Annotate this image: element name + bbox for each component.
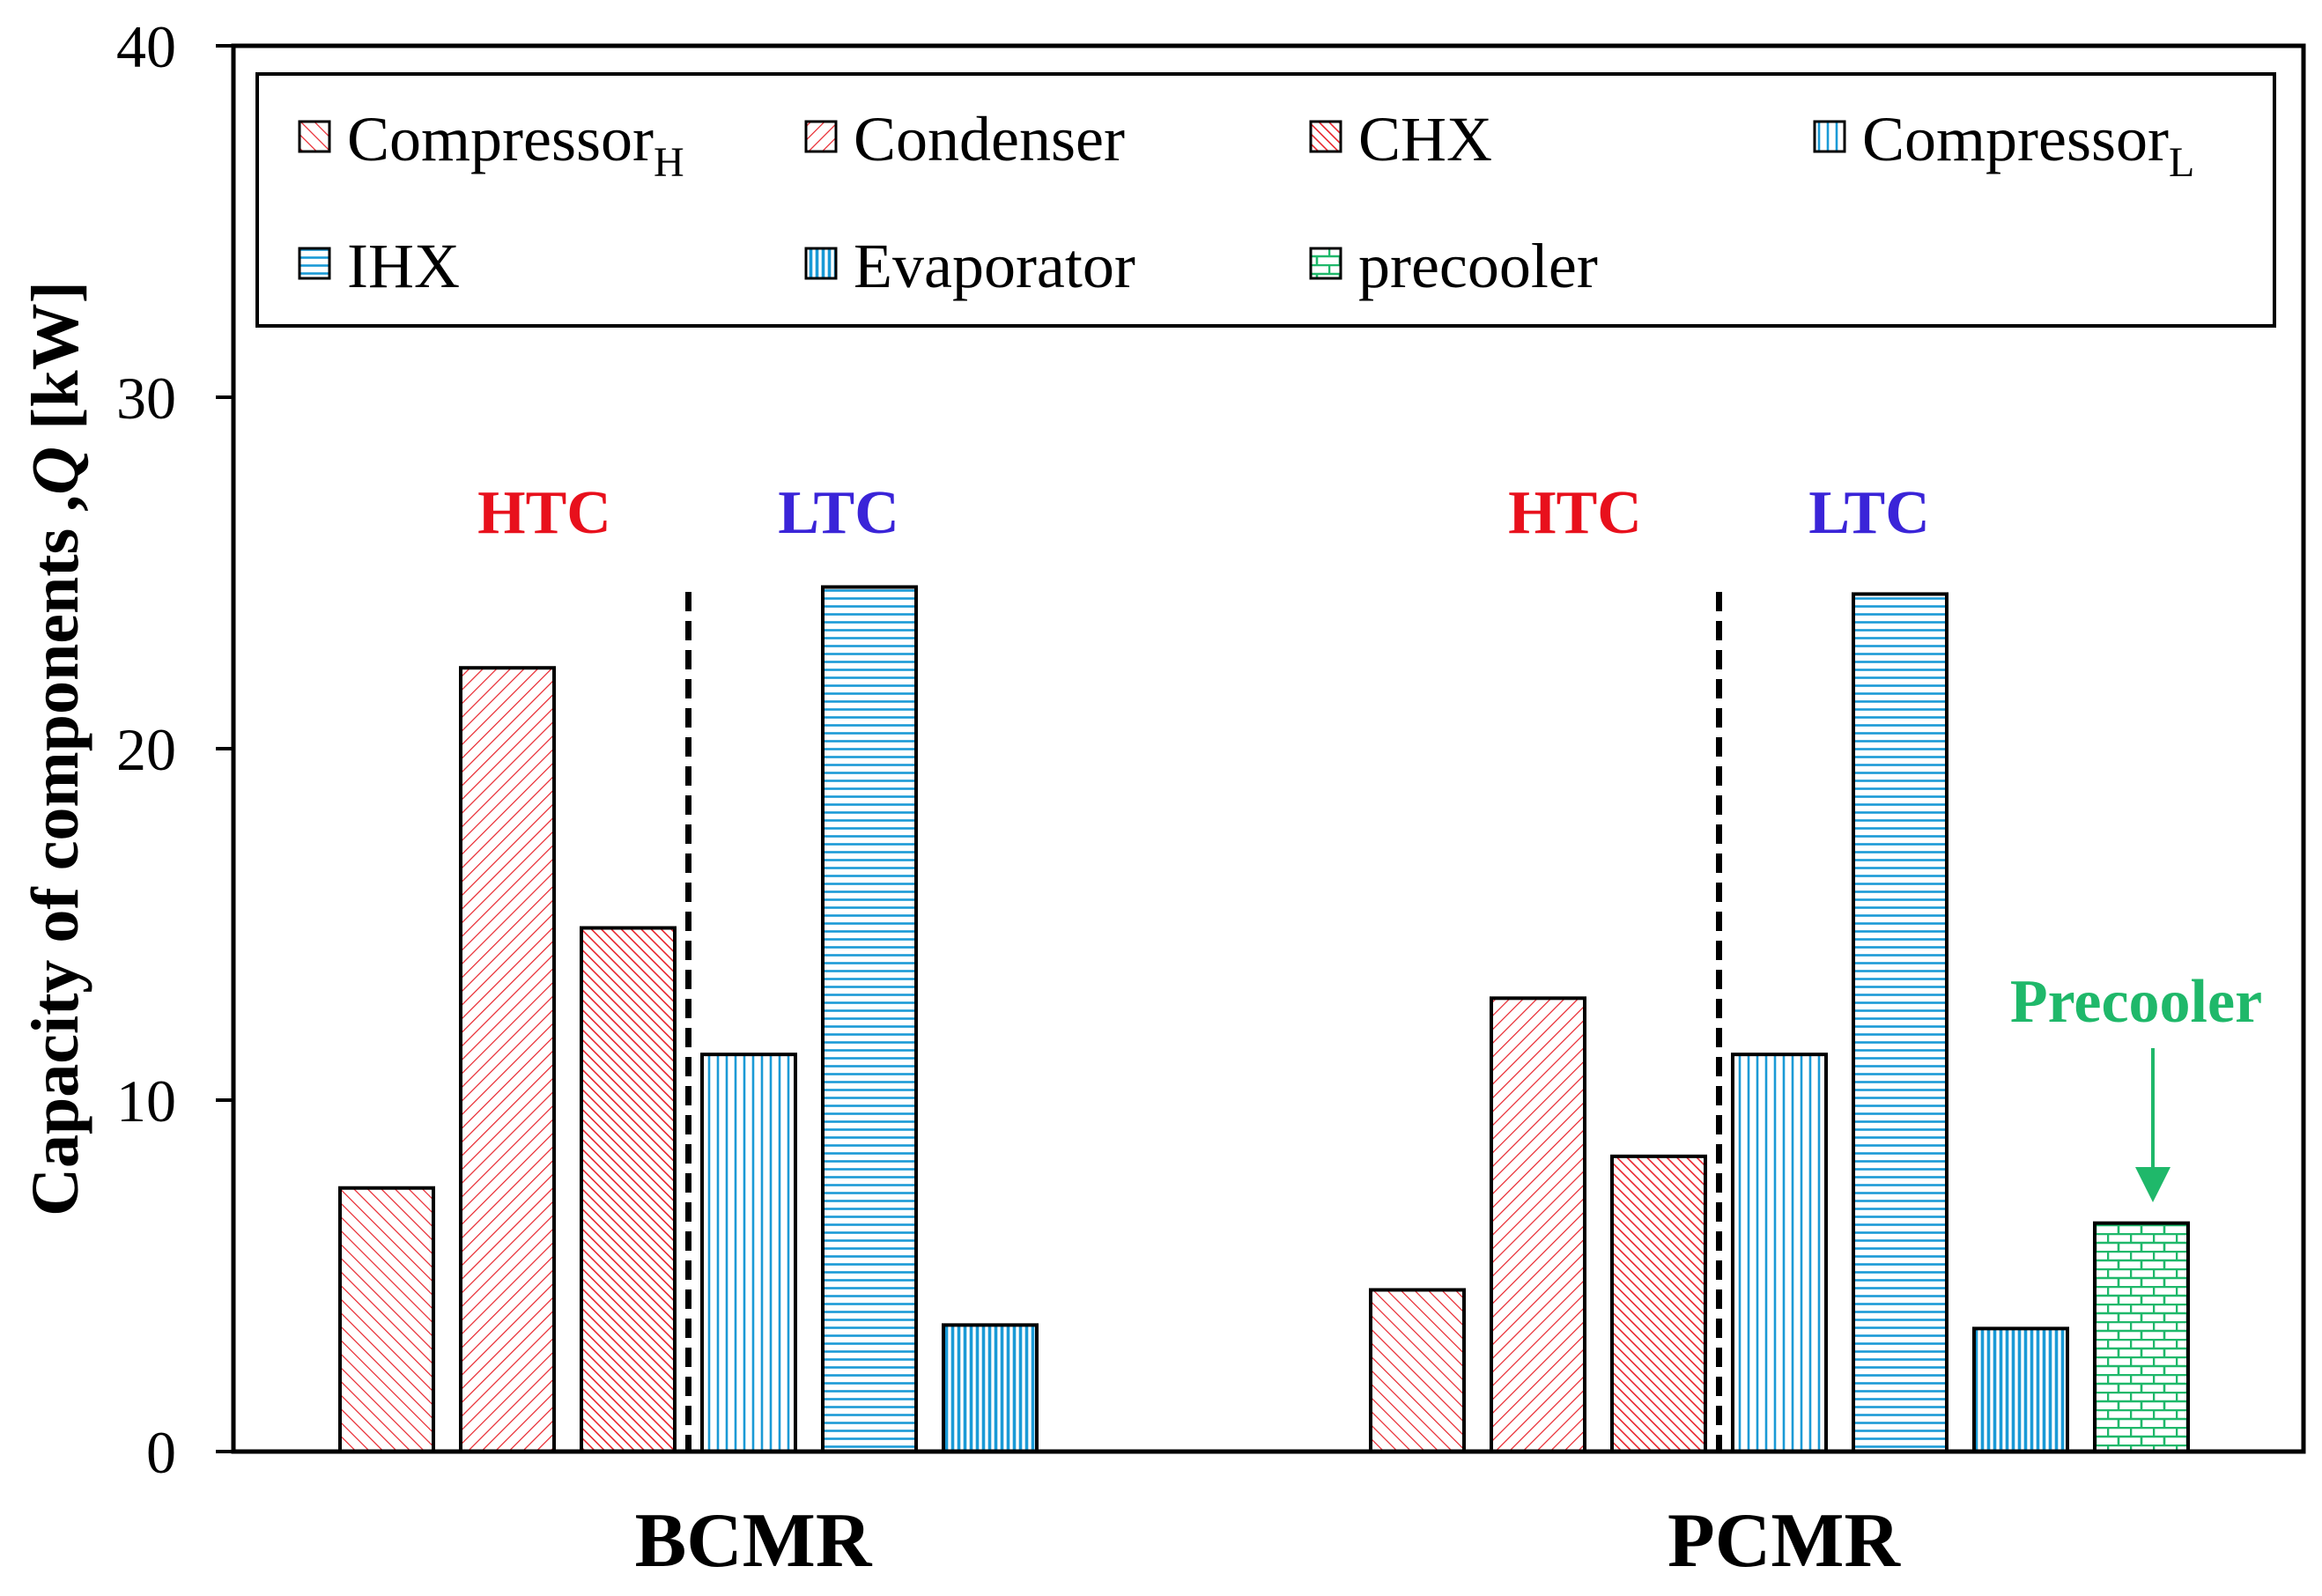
annotations-layer: Precooler (2010, 968, 2262, 1202)
htc-label: HTC (1508, 479, 1642, 547)
x-category-label: BCMR (635, 1498, 873, 1584)
bar-bcmr-chx (580, 926, 677, 1453)
bar-pcmr-compressor_h (1369, 1288, 1466, 1453)
y-tick-label: 20 (116, 716, 176, 783)
precooler-annotation: Precooler (2010, 968, 2262, 1202)
ltc-label: LTC (1808, 479, 1930, 547)
ltc-label: LTC (778, 479, 899, 547)
y-axis-label: Capacity of components ,Q [kW] (18, 281, 92, 1216)
bar-pcmr-compressor_l (1731, 1053, 1828, 1453)
y-tick-label: 30 (116, 365, 176, 432)
bar-bcmr-compressor_l (700, 1053, 797, 1453)
legend-item-precooler: precooler (1309, 231, 1598, 301)
legend-item-chx: CHX (1309, 104, 1492, 174)
precooler-label: Precooler (2010, 968, 2262, 1036)
bar-pcmr-evaporator (1972, 1326, 2069, 1453)
bar-bcmr-ihx (821, 585, 918, 1453)
axes-layer: 0 10 20 30 40 Capacity of components ,Q [kW] (18, 13, 2306, 1486)
legend-swatch (1309, 120, 1342, 153)
legend-swatch (804, 120, 838, 153)
legend-swatch (298, 120, 331, 153)
htc-label: HTC (477, 479, 611, 547)
legend-label: CompressorL (1862, 104, 2194, 186)
legend-item-compressor_l: CompressorL (1813, 104, 2194, 186)
y-tick-label: 10 (116, 1068, 176, 1134)
bar-pcmr-condenser (1490, 996, 1586, 1454)
x-category-label: PCMR (1668, 1498, 1901, 1584)
bar-bcmr-condenser (459, 666, 556, 1453)
legend-item-evaporator: Evaporator (804, 231, 1135, 301)
legend-label: CompressorH (347, 104, 684, 186)
precooler-arrow-head (2135, 1167, 2170, 1202)
bar-group-pcmr: HTC LTC PCMR (1369, 479, 2190, 1584)
legend-swatch (298, 247, 331, 280)
bar-pcmr-ihx (1852, 592, 1949, 1453)
legend: CompressorH Condenser CHX CompressorL IHX Eva… (255, 72, 2276, 328)
legend-swatch (1813, 120, 1846, 153)
legend-box (255, 72, 2276, 328)
legend-item-condenser: Condenser (804, 104, 1125, 174)
bar-pcmr-precooler (2093, 1221, 2190, 1454)
bars-layer: HTC LTC BCMR HTC LTC PCMR (338, 479, 2190, 1584)
bar-bcmr-compressor_h (338, 1186, 435, 1453)
y-tick-label: 40 (116, 13, 176, 80)
legend-swatch (1309, 247, 1342, 280)
bar-bcmr-evaporator (942, 1323, 1039, 1453)
legend-item-ihx: IHX (298, 231, 460, 301)
legend-label: Condenser (854, 104, 1125, 174)
legend-label: Evaporator (854, 231, 1135, 301)
y-tick-label: 0 (146, 1419, 176, 1486)
legend-swatch (804, 247, 838, 280)
bar-pcmr-chx (1610, 1154, 1707, 1453)
legend-label: CHX (1358, 104, 1492, 174)
legend-label: IHX (347, 231, 460, 301)
legend-label: precooler (1358, 231, 1598, 301)
bar-group-bcmr: HTC LTC BCMR (338, 479, 1039, 1584)
legend-item-compressor_h: CompressorH (298, 104, 684, 186)
